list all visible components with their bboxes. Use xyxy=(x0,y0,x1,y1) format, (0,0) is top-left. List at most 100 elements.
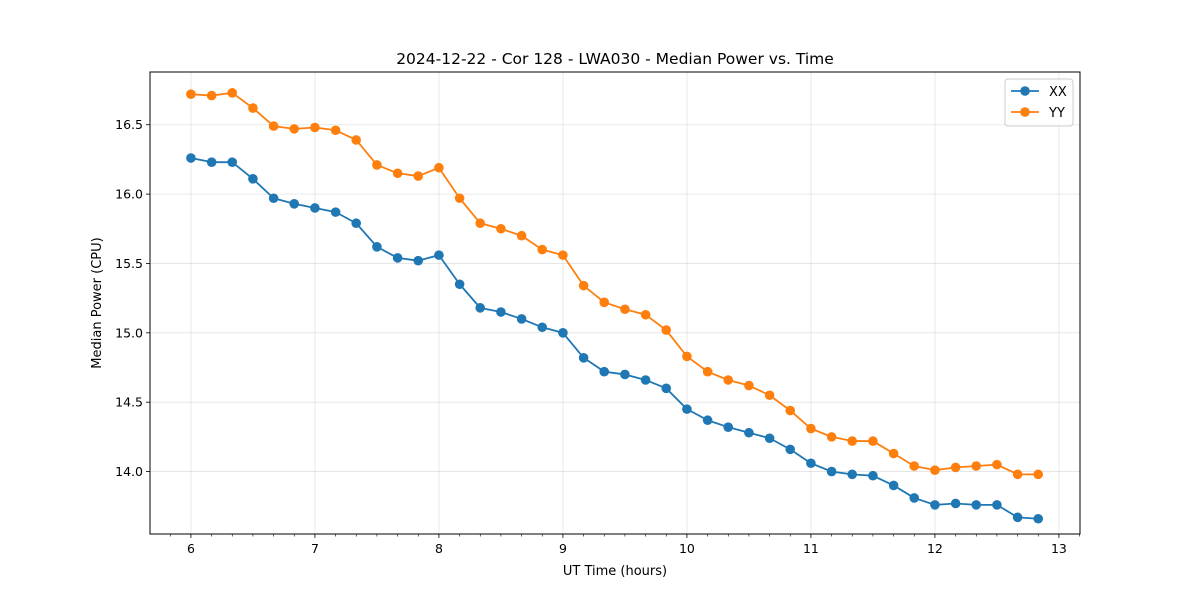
data-point-xx xyxy=(682,404,692,414)
data-point-yy xyxy=(744,380,754,391)
y-tick-label: 16.0 xyxy=(115,187,143,202)
data-point-yy xyxy=(930,465,940,475)
data-point-yy xyxy=(640,309,651,320)
data-point-xx xyxy=(186,153,196,163)
data-point-xx xyxy=(888,480,899,491)
data-point-yy xyxy=(310,122,320,133)
data-point-xx xyxy=(310,203,320,213)
axis-ticks: 6 7 8 9 10 11 12 13 14.0 14.5 15.0 15.5 16.0 16.5 xyxy=(115,117,1080,556)
data-point-yy xyxy=(1033,469,1044,480)
data-point-yy xyxy=(496,223,506,234)
data-point-yy xyxy=(516,230,527,241)
x-tick-label: 12 xyxy=(927,541,943,556)
data-point-yy xyxy=(888,448,899,459)
data-point-yy xyxy=(578,280,589,291)
data-point-xx xyxy=(578,353,589,363)
data-point-xx xyxy=(206,157,217,167)
data-point-yy xyxy=(248,103,258,113)
data-point-yy xyxy=(537,244,548,255)
data-point-yy xyxy=(599,297,610,308)
data-point-yy xyxy=(372,160,382,170)
data-point-yy xyxy=(434,162,444,173)
data-point-yy xyxy=(806,423,816,434)
data-point-xx xyxy=(413,255,424,266)
data-point-yy xyxy=(268,121,279,131)
data-point-xx xyxy=(1012,512,1023,523)
data-point-yy xyxy=(682,351,692,362)
x-tick-label: 7 xyxy=(311,541,319,556)
grid-lines xyxy=(150,72,1080,534)
data-point-xx xyxy=(950,498,961,509)
data-point-xx xyxy=(475,303,486,313)
y-axis-label: Median Power (CPU) xyxy=(90,237,105,368)
data-point-yy xyxy=(847,436,858,446)
data-point-yy xyxy=(702,366,713,377)
data-point-xx xyxy=(640,375,651,385)
data-point-xx xyxy=(702,415,713,426)
data-point-yy xyxy=(289,124,300,134)
legend: XX YY xyxy=(1004,78,1074,127)
data-point-xx xyxy=(723,422,734,432)
data-point-yy xyxy=(454,193,465,204)
legend-marker-xx xyxy=(1020,86,1030,96)
data-point-xx xyxy=(992,500,1002,510)
series-layer xyxy=(186,88,1044,524)
data-point-xx xyxy=(268,193,279,204)
plot-frame xyxy=(149,71,1081,535)
data-point-xx xyxy=(434,250,444,260)
data-point-yy xyxy=(992,459,1002,470)
data-point-yy xyxy=(909,461,920,471)
data-point-xx xyxy=(971,500,982,510)
data-point-xx xyxy=(930,500,940,510)
data-point-yy xyxy=(1012,469,1023,480)
x-axis-label: UT Time (hours) xyxy=(563,564,667,579)
legend-label-yy: YY xyxy=(1048,106,1065,121)
chart-title: 2024-12-22 - Cor 128 - LWA030 - Median P… xyxy=(396,50,834,68)
data-point-xx xyxy=(351,218,362,229)
data-point-xx xyxy=(764,433,775,444)
data-point-xx xyxy=(909,493,920,503)
data-point-xx xyxy=(330,207,341,217)
data-point-xx xyxy=(785,444,796,455)
data-point-yy xyxy=(330,125,341,136)
data-point-xx xyxy=(868,470,878,481)
data-point-xx xyxy=(806,458,816,469)
data-point-xx xyxy=(620,369,630,380)
data-point-yy xyxy=(971,461,982,471)
data-point-yy xyxy=(723,375,734,385)
legend-marker-yy xyxy=(1020,107,1030,117)
data-point-xx xyxy=(289,199,300,209)
y-tick-label: 15.5 xyxy=(115,256,143,271)
x-tick-label: 10 xyxy=(679,541,695,556)
data-point-yy xyxy=(206,90,217,101)
data-point-yy xyxy=(620,304,630,315)
x-tick-label: 11 xyxy=(803,541,819,556)
data-point-xx xyxy=(537,322,548,333)
data-point-yy xyxy=(950,462,961,473)
data-point-yy xyxy=(227,88,238,98)
x-tick-label: 8 xyxy=(435,541,443,556)
data-point-yy xyxy=(785,405,796,416)
data-point-xx xyxy=(558,328,568,338)
data-point-xx xyxy=(392,253,403,263)
data-point-xx xyxy=(826,466,837,477)
data-point-xx xyxy=(661,383,672,394)
y-tick-label: 16.5 xyxy=(115,117,143,132)
data-point-xx xyxy=(744,427,754,438)
data-point-xx xyxy=(847,469,858,480)
y-tick-label: 14.0 xyxy=(115,464,143,479)
data-point-yy xyxy=(392,168,403,179)
data-point-xx xyxy=(496,307,506,317)
data-point-yy xyxy=(186,89,196,99)
legend-label-xx: XX xyxy=(1049,85,1067,100)
data-point-xx xyxy=(599,366,610,377)
x-tick-label: 6 xyxy=(187,541,195,556)
x-tick-label: 13 xyxy=(1051,541,1067,556)
data-point-xx xyxy=(516,314,527,324)
data-point-yy xyxy=(558,250,568,260)
data-point-yy xyxy=(868,436,878,446)
data-point-yy xyxy=(475,218,486,229)
data-point-yy xyxy=(413,171,424,181)
data-point-yy xyxy=(764,390,775,401)
